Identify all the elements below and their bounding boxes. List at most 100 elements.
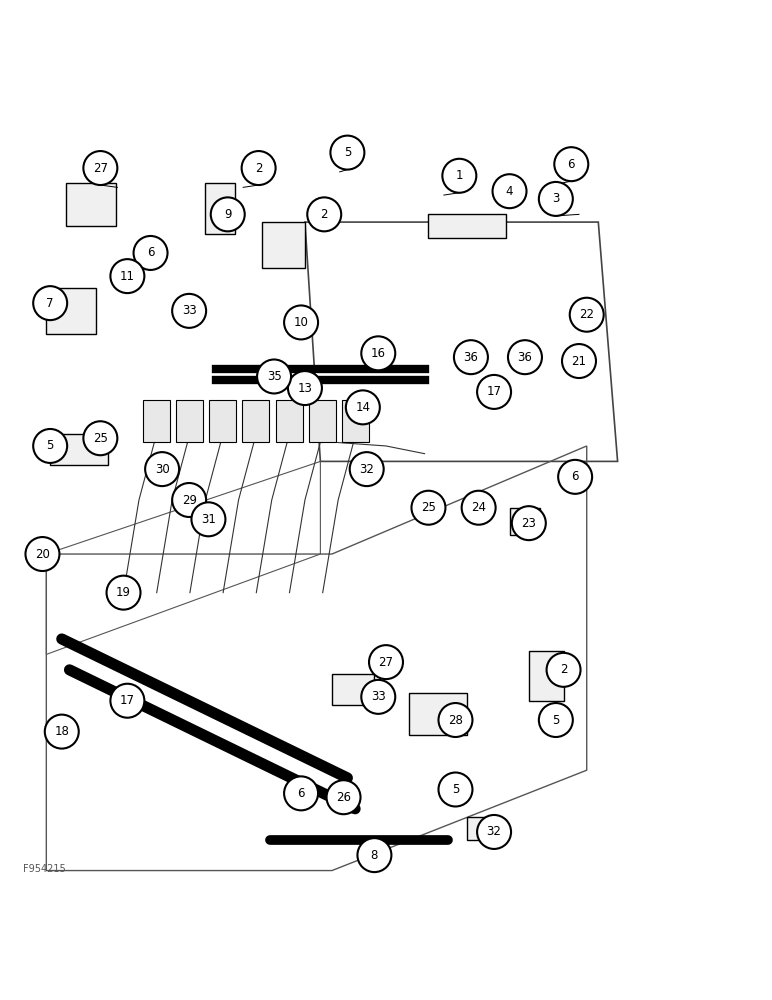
Text: 20: 20: [35, 548, 50, 561]
Text: 14: 14: [355, 401, 371, 414]
Circle shape: [330, 136, 364, 170]
Circle shape: [361, 680, 395, 714]
Bar: [428, 214, 506, 238]
Bar: [529, 651, 564, 701]
Text: 7: 7: [46, 297, 54, 310]
Bar: [276, 400, 303, 442]
Text: 33: 33: [181, 304, 197, 317]
Text: 30: 30: [154, 463, 170, 476]
Bar: [332, 674, 374, 705]
Circle shape: [83, 151, 117, 185]
Text: 33: 33: [371, 690, 386, 703]
Text: 5: 5: [452, 783, 459, 796]
Circle shape: [438, 703, 472, 737]
Text: 6: 6: [571, 470, 579, 483]
Bar: [46, 288, 96, 334]
Circle shape: [211, 197, 245, 231]
Text: F954215: F954215: [23, 864, 66, 874]
Circle shape: [547, 653, 581, 687]
Text: 16: 16: [371, 347, 386, 360]
Text: 4: 4: [506, 185, 513, 198]
Circle shape: [562, 344, 596, 378]
Circle shape: [570, 298, 604, 332]
Text: 10: 10: [293, 316, 309, 329]
Text: 31: 31: [201, 513, 216, 526]
Circle shape: [33, 429, 67, 463]
Text: 25: 25: [93, 432, 108, 445]
Circle shape: [438, 773, 472, 806]
Circle shape: [145, 452, 179, 486]
Circle shape: [327, 780, 361, 814]
Text: 32: 32: [486, 825, 502, 838]
Text: 29: 29: [181, 493, 197, 506]
Bar: [262, 222, 305, 268]
Circle shape: [257, 359, 291, 393]
Bar: [50, 434, 108, 465]
Bar: [176, 400, 203, 442]
Circle shape: [242, 151, 276, 185]
Circle shape: [346, 390, 380, 424]
Circle shape: [110, 259, 144, 293]
Circle shape: [25, 537, 59, 571]
Circle shape: [134, 236, 168, 270]
Text: 36: 36: [463, 351, 479, 364]
Circle shape: [284, 305, 318, 339]
Circle shape: [508, 340, 542, 374]
Bar: [209, 400, 236, 442]
Circle shape: [411, 491, 445, 525]
Bar: [510, 508, 540, 535]
Circle shape: [477, 375, 511, 409]
Circle shape: [110, 684, 144, 718]
Circle shape: [558, 460, 592, 494]
Circle shape: [33, 286, 67, 320]
Circle shape: [45, 715, 79, 749]
Bar: [66, 183, 116, 226]
Circle shape: [442, 159, 476, 193]
Circle shape: [83, 421, 117, 455]
Text: 32: 32: [359, 463, 374, 476]
Text: 17: 17: [120, 694, 135, 707]
Bar: [242, 400, 269, 442]
Circle shape: [172, 483, 206, 517]
Circle shape: [554, 147, 588, 181]
Text: 6: 6: [147, 246, 154, 259]
Text: 1: 1: [455, 169, 463, 182]
Text: 6: 6: [297, 787, 305, 800]
Circle shape: [107, 576, 141, 610]
Text: 18: 18: [54, 725, 69, 738]
Text: 17: 17: [486, 385, 502, 398]
Text: 9: 9: [224, 208, 232, 221]
Bar: [467, 817, 498, 840]
Text: 27: 27: [93, 162, 108, 175]
Text: 27: 27: [378, 656, 394, 669]
Text: 6: 6: [567, 158, 575, 171]
Circle shape: [369, 645, 403, 679]
Text: 26: 26: [336, 791, 351, 804]
Text: 35: 35: [266, 370, 282, 383]
Circle shape: [357, 838, 391, 872]
Text: 21: 21: [571, 355, 587, 368]
Circle shape: [350, 452, 384, 486]
Circle shape: [284, 776, 318, 810]
Circle shape: [172, 294, 206, 328]
Circle shape: [454, 340, 488, 374]
Circle shape: [361, 336, 395, 370]
Text: 5: 5: [552, 714, 560, 727]
Bar: [205, 183, 235, 234]
Text: 11: 11: [120, 270, 135, 283]
Text: 5: 5: [344, 146, 351, 159]
Text: 2: 2: [320, 208, 328, 221]
Text: 25: 25: [421, 501, 436, 514]
Circle shape: [307, 197, 341, 231]
Text: 23: 23: [521, 517, 537, 530]
Circle shape: [191, 502, 225, 536]
Bar: [342, 400, 369, 442]
Text: 2: 2: [255, 162, 262, 175]
Text: 3: 3: [552, 192, 560, 205]
Circle shape: [477, 815, 511, 849]
Circle shape: [462, 491, 496, 525]
Bar: [409, 693, 467, 735]
Text: 36: 36: [517, 351, 533, 364]
Text: 13: 13: [297, 382, 313, 395]
Text: 5: 5: [46, 439, 54, 452]
